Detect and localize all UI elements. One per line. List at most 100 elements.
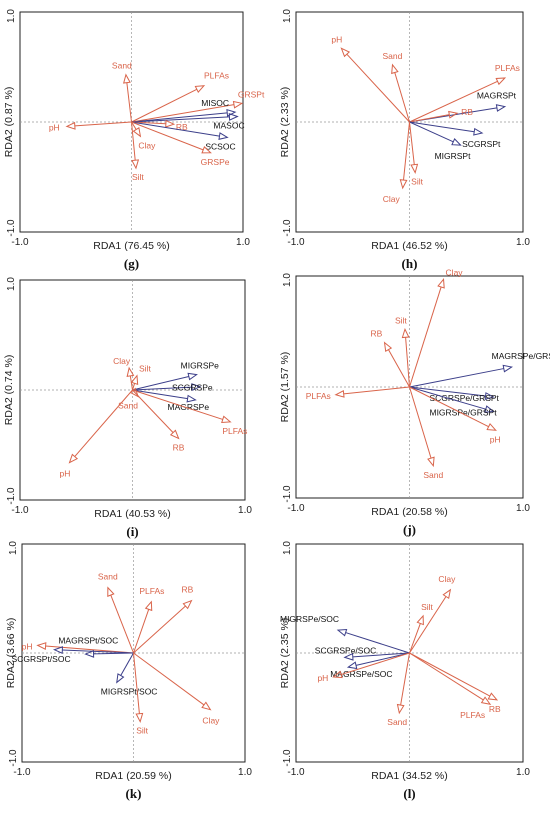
vector-shaft: [132, 375, 189, 391]
vector-shaft: [394, 72, 410, 123]
vector-magrspt-soc: MAGRSPt/SOC: [52, 636, 134, 655]
vector-label: MIGRSPt: [435, 151, 472, 161]
vector-rb: RB: [409, 107, 473, 123]
x-tick-label: -1.0: [287, 237, 305, 248]
vector-label: PLFAs: [139, 586, 164, 596]
vector-shaft: [62, 649, 134, 654]
vector-shaft: [132, 389, 223, 420]
y-tick-label: 1.0: [8, 541, 19, 555]
vector-shaft: [340, 652, 410, 676]
vector-shaft: [409, 386, 432, 459]
y-axis-label: RDA2 (0.87 %): [3, 87, 15, 158]
vector-label: MASOC: [213, 121, 244, 131]
vector-arrowhead: [131, 159, 140, 170]
vector-shaft: [132, 389, 188, 400]
vector-arrowhead: [201, 701, 212, 711]
vector-magrspe-grspt: MAGRSPe/GRSPt: [409, 351, 550, 388]
vector-scsoc: SCSOC: [131, 121, 236, 151]
y-axis-label: RDA2 (3.66 %): [5, 618, 17, 689]
panel-label: (l): [403, 786, 415, 801]
vector-arrowhead: [201, 146, 212, 154]
vector-arrowhead: [165, 119, 176, 128]
vector-grspe: GRSPe: [131, 121, 230, 167]
vector-label: pH: [60, 469, 71, 479]
vector-label: MIGRSPe/GRSPt: [429, 407, 497, 417]
vector-arrowhead: [410, 163, 419, 174]
vector-label: pH: [490, 434, 501, 444]
vector-label: MIGRSPe: [181, 361, 220, 371]
x-tick-label: -1.0: [11, 237, 29, 248]
vector-shaft: [131, 121, 220, 137]
x-tick-label: 1.0: [236, 237, 250, 248]
y-tick-label: -1.0: [282, 749, 293, 767]
vector-shaft: [346, 53, 410, 123]
y-tick-label: -1.0: [6, 487, 17, 505]
vector-shaft: [133, 605, 186, 654]
x-tick-label: -1.0: [13, 767, 31, 778]
vector-arrowhead: [396, 703, 405, 715]
vector-sand: Sand: [118, 387, 139, 411]
vector-migrspt-soc: MIGRSPt/SOC: [101, 652, 157, 696]
vector-label: MISOC: [201, 98, 229, 108]
vector-ph: pH: [317, 652, 410, 683]
vector-arrowhead: [448, 110, 459, 119]
vector-sand: Sand: [382, 51, 410, 123]
vector-arrowhead: [495, 77, 507, 86]
x-tick-label: 1.0: [516, 237, 530, 248]
vector-label: Sand: [112, 61, 132, 71]
vector-label: SCGRSPt/SOC: [12, 654, 71, 664]
vector-arrowhead: [336, 628, 348, 637]
vector-clay: Clay: [409, 574, 456, 654]
vector-shaft: [93, 652, 134, 655]
vector-shaft: [409, 623, 421, 654]
vector-arrowhead: [346, 661, 358, 670]
vector-label: pH: [22, 641, 33, 651]
vector-arrowhead: [68, 453, 79, 464]
vector-arrowhead: [36, 642, 47, 650]
vector-shaft: [131, 121, 166, 125]
vector-arrowhead: [401, 327, 410, 339]
vector-arrowhead: [169, 429, 180, 440]
y-tick-label: -1.0: [6, 219, 17, 237]
vector-label: Sand: [382, 51, 402, 61]
vector-arrowhead: [123, 73, 131, 84]
vector-label: Clay: [138, 140, 156, 150]
vector-label: PLFAs: [495, 63, 520, 73]
vector-label: Sand: [118, 401, 138, 411]
vector-shaft: [403, 121, 410, 181]
vector-arrowhead: [107, 586, 115, 597]
vector-label: SCGRSPe: [172, 383, 213, 393]
vector-clay: Clay: [113, 356, 135, 391]
vector-rb: RB: [131, 119, 188, 132]
vector-clay: Clay: [133, 652, 220, 726]
vector-shaft: [409, 114, 450, 123]
vector-label: pH: [49, 122, 60, 132]
x-tick-label: -1.0: [287, 503, 305, 514]
vector-misoc: MISOC: [131, 98, 237, 123]
vector-migrspe-grspt: MIGRSPe/GRSPt: [409, 386, 497, 417]
vector-magrspe: MAGRSPe: [132, 389, 209, 412]
vector-arrowhead: [451, 138, 462, 146]
vector-shaft: [131, 112, 228, 123]
vector-arrowhead: [334, 389, 345, 398]
vector-silt: Silt: [395, 315, 410, 388]
vector-shaft: [409, 386, 486, 410]
vector-label: Silt: [395, 315, 407, 325]
x-axis-label: RDA1 (40.53 %): [94, 508, 170, 520]
vector-sand: Sand: [98, 572, 134, 654]
vector-label: MAGRSPe/SOC: [330, 669, 392, 679]
vector-masoc: MASOC: [131, 113, 245, 131]
vector-silt: Silt: [409, 602, 434, 654]
vector-shaft: [409, 368, 504, 388]
vector-arrowhead: [126, 366, 135, 377]
y-tick-label: -1.0: [282, 485, 293, 503]
vector-ph: pH: [49, 121, 132, 132]
rda-panel-j: -1.0 1.0 1.0 -1.0 RDA1 (20.58 %) RDA2 (1.57 %…: [279, 267, 550, 537]
vector-plfas: PLFAs: [409, 63, 520, 123]
x-tick-label: 1.0: [238, 505, 252, 516]
vector-shaft: [131, 121, 137, 130]
vector-shaft: [133, 652, 205, 706]
vector-migrspe: MIGRSPe: [132, 361, 220, 391]
x-tick-label: -1.0: [287, 767, 305, 778]
vector-label: MAGRSPt/SOC: [58, 636, 118, 646]
